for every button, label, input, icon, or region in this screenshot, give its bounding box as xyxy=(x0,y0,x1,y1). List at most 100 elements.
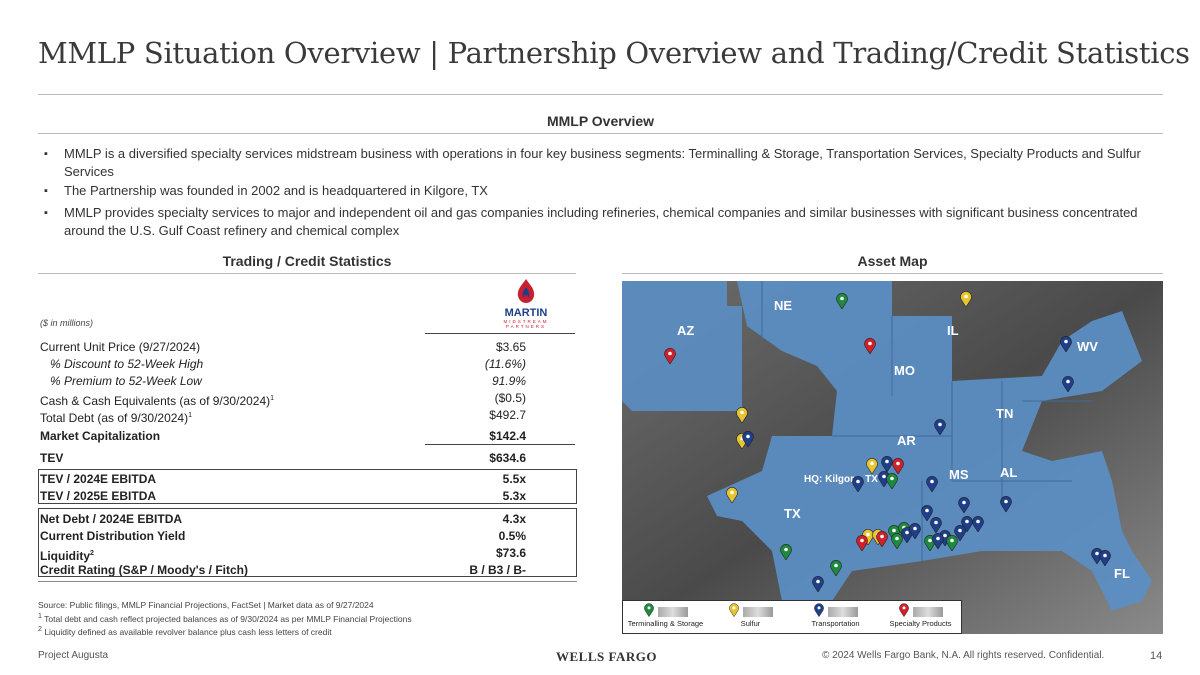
state-label: AZ xyxy=(677,323,695,338)
stat-label: TEV xyxy=(40,451,64,465)
legend-item: Transportation xyxy=(793,603,878,628)
units-note: ($ in millions) xyxy=(40,318,94,328)
table-bottom-rule xyxy=(38,581,577,582)
legend-item: Sulfur xyxy=(708,603,793,628)
state-label: MO xyxy=(894,363,915,378)
map-pin-icon xyxy=(1062,376,1074,397)
stat-value: ($0.5) xyxy=(494,391,526,405)
state-label: AR xyxy=(897,433,916,448)
overview-heading: MMLP Overview xyxy=(546,113,655,129)
stat-label: TEV / 2024E EBITDA xyxy=(40,472,157,486)
stat-row: Credit Rating (S&P / Moody's / Fitch) B /… xyxy=(38,562,576,579)
map-pin-icon xyxy=(892,458,904,479)
legend-label: Transportation xyxy=(811,619,860,628)
page-number: 14 xyxy=(1150,650,1163,662)
stat-value: B / B3 / B- xyxy=(469,563,526,577)
legend-item: Terminalling & Storage xyxy=(623,603,708,628)
stat-row: Liquidity2 $73.6 xyxy=(38,545,576,563)
stat-value: $142.4 xyxy=(489,429,526,443)
stat-row: % Premium to 52-Week Low 91.9% xyxy=(38,373,576,390)
map-pin-icon xyxy=(909,523,921,544)
stat-row: % Discount to 52-Week High (11.6%) xyxy=(38,356,576,373)
logo-underline xyxy=(425,333,575,334)
logo-name: MARTIN xyxy=(504,307,548,319)
stat-row: Current Unit Price (9/27/2024) $3.65 xyxy=(38,339,576,356)
state-label: FL xyxy=(1114,566,1130,581)
overview-bullet: The Partnership was founded in 2002 and … xyxy=(44,182,1164,200)
stat-label: Liquidity2 xyxy=(40,549,94,563)
stat-value: $73.6 xyxy=(495,546,526,560)
stat-label: Current Distribution Yield xyxy=(40,529,186,543)
hq-label: HQ: Kilgore, TX xyxy=(804,474,878,485)
stat-label: % Premium to 52-Week Low xyxy=(50,374,202,388)
segment-icon xyxy=(827,607,858,617)
stat-value: 91.9% xyxy=(491,374,526,388)
map-pin-icon xyxy=(932,533,944,554)
stat-row: Current Distribution Yield 0.5% xyxy=(38,528,576,545)
flame-icon xyxy=(517,279,535,303)
legend-pin-icon xyxy=(813,603,824,619)
state-label: WV xyxy=(1077,339,1098,354)
map-pin-icon xyxy=(812,576,824,597)
stat-value: 5.5x xyxy=(502,472,526,486)
project-name: Project Augusta xyxy=(38,650,109,661)
state-label: NE xyxy=(774,298,793,313)
overview-bullet: MMLP is a diversified specialty services… xyxy=(44,145,1164,181)
map-pin-icon xyxy=(1099,550,1111,571)
state-label: TN xyxy=(996,406,1014,421)
legend-item: Specialty Products xyxy=(878,603,963,628)
map-pin-icon xyxy=(921,505,933,526)
stat-label: Current Unit Price (9/27/2024) xyxy=(40,340,201,354)
stat-value: $634.6 xyxy=(489,451,526,465)
map-pin-icon xyxy=(1000,496,1012,517)
credit-stats-box xyxy=(38,508,577,577)
map-pin-icon xyxy=(836,293,848,314)
legend-label: Sulfur xyxy=(740,619,761,628)
stat-row: TEV / 2025E EBITDA 5.3x xyxy=(38,488,576,505)
stat-label: TEV / 2025E EBITDA xyxy=(40,489,157,503)
map-legend: Terminalling & Storage Sulfur Transportati… xyxy=(622,600,962,634)
map-pin-icon xyxy=(888,525,900,546)
stat-label: % Discount to 52-Week High xyxy=(50,357,204,371)
map-pin-icon xyxy=(1060,336,1072,357)
stat-label: Market Capitalization xyxy=(40,429,161,443)
footnote-1: 1 Total debt and cash reflect projected … xyxy=(38,612,412,624)
overview-bullet: MMLP provides specialty services to majo… xyxy=(44,204,1164,240)
map-pin-icon xyxy=(866,458,878,479)
wells-fargo-logo: WELLS FARGO xyxy=(556,649,657,664)
stat-value: $492.7 xyxy=(489,408,526,422)
map-pin-icon xyxy=(856,535,868,556)
map-pin-icon xyxy=(961,516,973,537)
segment-icon xyxy=(657,607,688,617)
map-pin-icon xyxy=(876,531,888,552)
stat-value: 0.5% xyxy=(498,529,526,543)
stat-row: TEV $634.6 xyxy=(38,450,576,467)
stat-value: 4.3x xyxy=(502,512,526,526)
stat-row: Cash & Cash Equivalents (as of 9/30/2024… xyxy=(38,390,576,408)
map-pin-icon xyxy=(926,476,938,497)
stat-label: Total Debt (as of 9/30/2024)1 xyxy=(40,411,192,425)
stat-label: Net Debt / 2024E EBITDA xyxy=(40,512,183,526)
logo-sub1: MIDSTREAM xyxy=(503,319,549,324)
legend-label: Specialty Products xyxy=(889,619,952,628)
state-label: TX xyxy=(784,506,801,521)
martin-logo: MARTIN MIDSTREAM PARTNERS xyxy=(476,279,576,329)
map-pin-icon xyxy=(954,525,966,546)
map-pin-icon xyxy=(886,473,898,494)
footnote-2: 2 Liquidity defined as available revolve… xyxy=(38,625,332,637)
map-pin-icon xyxy=(930,517,942,538)
map-pin-icon xyxy=(780,544,792,565)
stat-label: Credit Rating (S&P / Moody's / Fitch) xyxy=(40,563,248,577)
map-pin-icon xyxy=(934,419,946,440)
legend-pin-icon xyxy=(898,603,909,619)
map-pin-icon xyxy=(736,407,748,428)
legend-pin-icon xyxy=(643,603,654,619)
map-pin-icon xyxy=(852,476,864,497)
stat-value: (11.6%) xyxy=(484,357,526,371)
segment-icon xyxy=(912,607,943,617)
map-pin-icon xyxy=(664,348,676,369)
stat-row: Market Capitalization $142.4 xyxy=(38,428,576,445)
asset-map: NE AZ IL WV MO TN AR AL MS TX FL HQ: Kilgore, TX xyxy=(622,281,1163,634)
copyright: © 2024 Wells Fargo Bank, N.A. All rights… xyxy=(822,650,1105,661)
map-pin-icon xyxy=(972,516,984,537)
